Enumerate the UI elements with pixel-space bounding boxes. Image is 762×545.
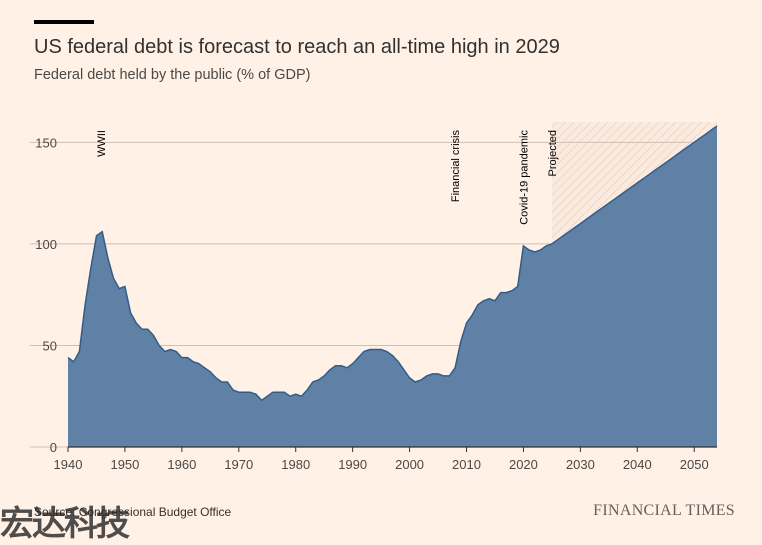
x-tick-label-1980: 1980 xyxy=(281,457,310,472)
x-tick-label-1940: 1940 xyxy=(54,457,83,472)
y-tick-label-50: 50 xyxy=(43,338,57,353)
x-tick-label-2050: 2050 xyxy=(680,457,709,472)
y-tick-label-150: 150 xyxy=(35,135,57,150)
brand-bar xyxy=(34,20,94,24)
annotation-covid-19-pandemic: Covid-19 pandemic xyxy=(518,130,530,225)
annotation-wwii: WWII xyxy=(96,130,108,157)
ft-logo: FINANCIAL TIMES xyxy=(593,502,735,519)
annotation-projected: Projected xyxy=(547,130,559,176)
debt-line xyxy=(67,125,718,402)
source-note: Source: Congressional Budget Office xyxy=(34,505,232,519)
x-tick-label-2000: 2000 xyxy=(395,457,424,472)
y-tick-label-0: 0 xyxy=(50,440,57,455)
x-tick-label-2030: 2030 xyxy=(566,457,595,472)
x-tick-label-1990: 1990 xyxy=(338,457,367,472)
x-tick-label-2010: 2010 xyxy=(452,457,481,472)
watermark-text: 宏达科技 xyxy=(0,504,130,544)
debt-area xyxy=(68,126,717,447)
x-tick-label-1950: 1950 xyxy=(110,457,139,472)
x-tick-label-2040: 2040 xyxy=(623,457,652,472)
x-tick-label-2020: 2020 xyxy=(509,457,538,472)
x-tick-label-1970: 1970 xyxy=(224,457,253,472)
chart-subtitle: Federal debt held by the public (% of GD… xyxy=(34,67,311,83)
chart-title: US federal debt is forecast to reach an … xyxy=(34,36,560,58)
x-tick-label-1960: 1960 xyxy=(167,457,196,472)
annotation-financial-crisis: Financial crisis xyxy=(450,130,462,203)
y-tick-label-100: 100 xyxy=(35,237,57,252)
